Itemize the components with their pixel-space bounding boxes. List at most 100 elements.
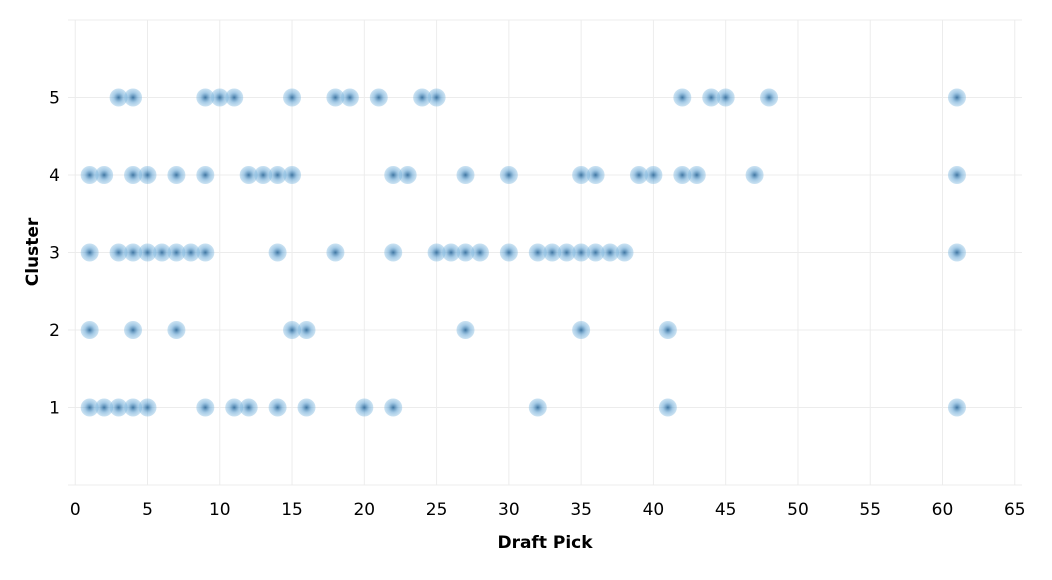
data-point (124, 166, 143, 184)
data-point (572, 166, 591, 184)
y-tick-label: 1 (49, 399, 60, 419)
x-tick-label: 5 (142, 500, 153, 520)
data-point (687, 166, 706, 184)
data-point (109, 243, 128, 262)
data-point (80, 398, 99, 417)
data-point (644, 166, 663, 184)
data-point (384, 166, 403, 184)
data-point (947, 166, 966, 184)
data-point (745, 166, 764, 184)
data-point (586, 243, 605, 262)
x-tick-label: 65 (1004, 500, 1026, 520)
data-point (673, 166, 692, 184)
data-point (283, 88, 302, 107)
data-point (124, 321, 143, 339)
data-point (499, 243, 518, 262)
x-tick-label: 50 (787, 500, 809, 520)
data-point (124, 88, 143, 107)
x-tick-label: 15 (281, 500, 303, 520)
x-tick-label: 20 (353, 500, 375, 520)
data-point (196, 398, 215, 417)
data-point (456, 243, 475, 262)
data-point (355, 398, 374, 417)
data-point (413, 88, 432, 107)
data-point (181, 243, 200, 262)
data-point (586, 166, 605, 184)
x-axis-title: Draft Pick (497, 533, 593, 553)
x-tick-label: 10 (209, 500, 231, 520)
data-point (572, 243, 591, 262)
data-point (528, 398, 547, 417)
data-point (543, 243, 562, 262)
data-point (239, 166, 258, 184)
data-point (239, 398, 258, 417)
data-point (456, 166, 475, 184)
data-point (225, 398, 244, 417)
data-point (702, 88, 721, 107)
data-point (80, 321, 99, 339)
data-point (716, 88, 735, 107)
data-point (947, 243, 966, 262)
x-tick-label: 60 (932, 500, 954, 520)
data-point (167, 321, 186, 339)
data-point (268, 398, 287, 417)
data-point (80, 243, 99, 262)
data-point (572, 321, 591, 339)
x-tick-label: 30 (498, 500, 520, 520)
data-points (80, 88, 966, 417)
data-point (167, 243, 186, 262)
data-point (384, 243, 403, 262)
data-point (470, 243, 489, 262)
data-point (398, 166, 417, 184)
data-point (109, 398, 128, 417)
data-point (297, 398, 316, 417)
data-point (326, 243, 345, 262)
data-point (210, 88, 229, 107)
data-point (283, 321, 302, 339)
data-point (456, 321, 475, 339)
x-tick-label: 35 (570, 500, 592, 520)
data-point (297, 321, 316, 339)
data-point (225, 88, 244, 107)
x-axis-ticks: 0 5 10 15 20 25 30 35 40 45 50 55 60 65 (70, 500, 1026, 520)
data-point (95, 398, 114, 417)
data-point (369, 88, 388, 107)
data-point (268, 166, 287, 184)
data-point (658, 398, 677, 417)
data-point (658, 321, 677, 339)
data-point (427, 243, 446, 262)
data-point (124, 243, 143, 262)
data-point (283, 166, 302, 184)
data-point (109, 88, 128, 107)
y-tick-label: 4 (49, 166, 60, 186)
data-point (947, 88, 966, 107)
data-point (196, 166, 215, 184)
data-point (947, 398, 966, 417)
data-point (254, 166, 273, 184)
data-point (124, 398, 143, 417)
data-point (557, 243, 576, 262)
x-tick-label: 25 (426, 500, 448, 520)
data-point (615, 243, 634, 262)
data-point (138, 166, 157, 184)
data-point (326, 88, 345, 107)
data-point (167, 166, 186, 184)
data-point (95, 166, 114, 184)
data-point (80, 166, 99, 184)
data-point (196, 243, 215, 262)
data-point (528, 243, 547, 262)
data-point (499, 166, 518, 184)
data-point (268, 243, 287, 262)
data-point (340, 88, 359, 107)
data-point (673, 88, 692, 107)
y-axis-ticks: 1 2 3 4 5 (49, 89, 60, 419)
data-point (196, 88, 215, 107)
data-point (152, 243, 171, 262)
x-tick-label: 45 (715, 500, 737, 520)
data-point (138, 398, 157, 417)
y-tick-label: 3 (49, 244, 60, 264)
data-point (384, 398, 403, 417)
x-tick-label: 55 (859, 500, 881, 520)
